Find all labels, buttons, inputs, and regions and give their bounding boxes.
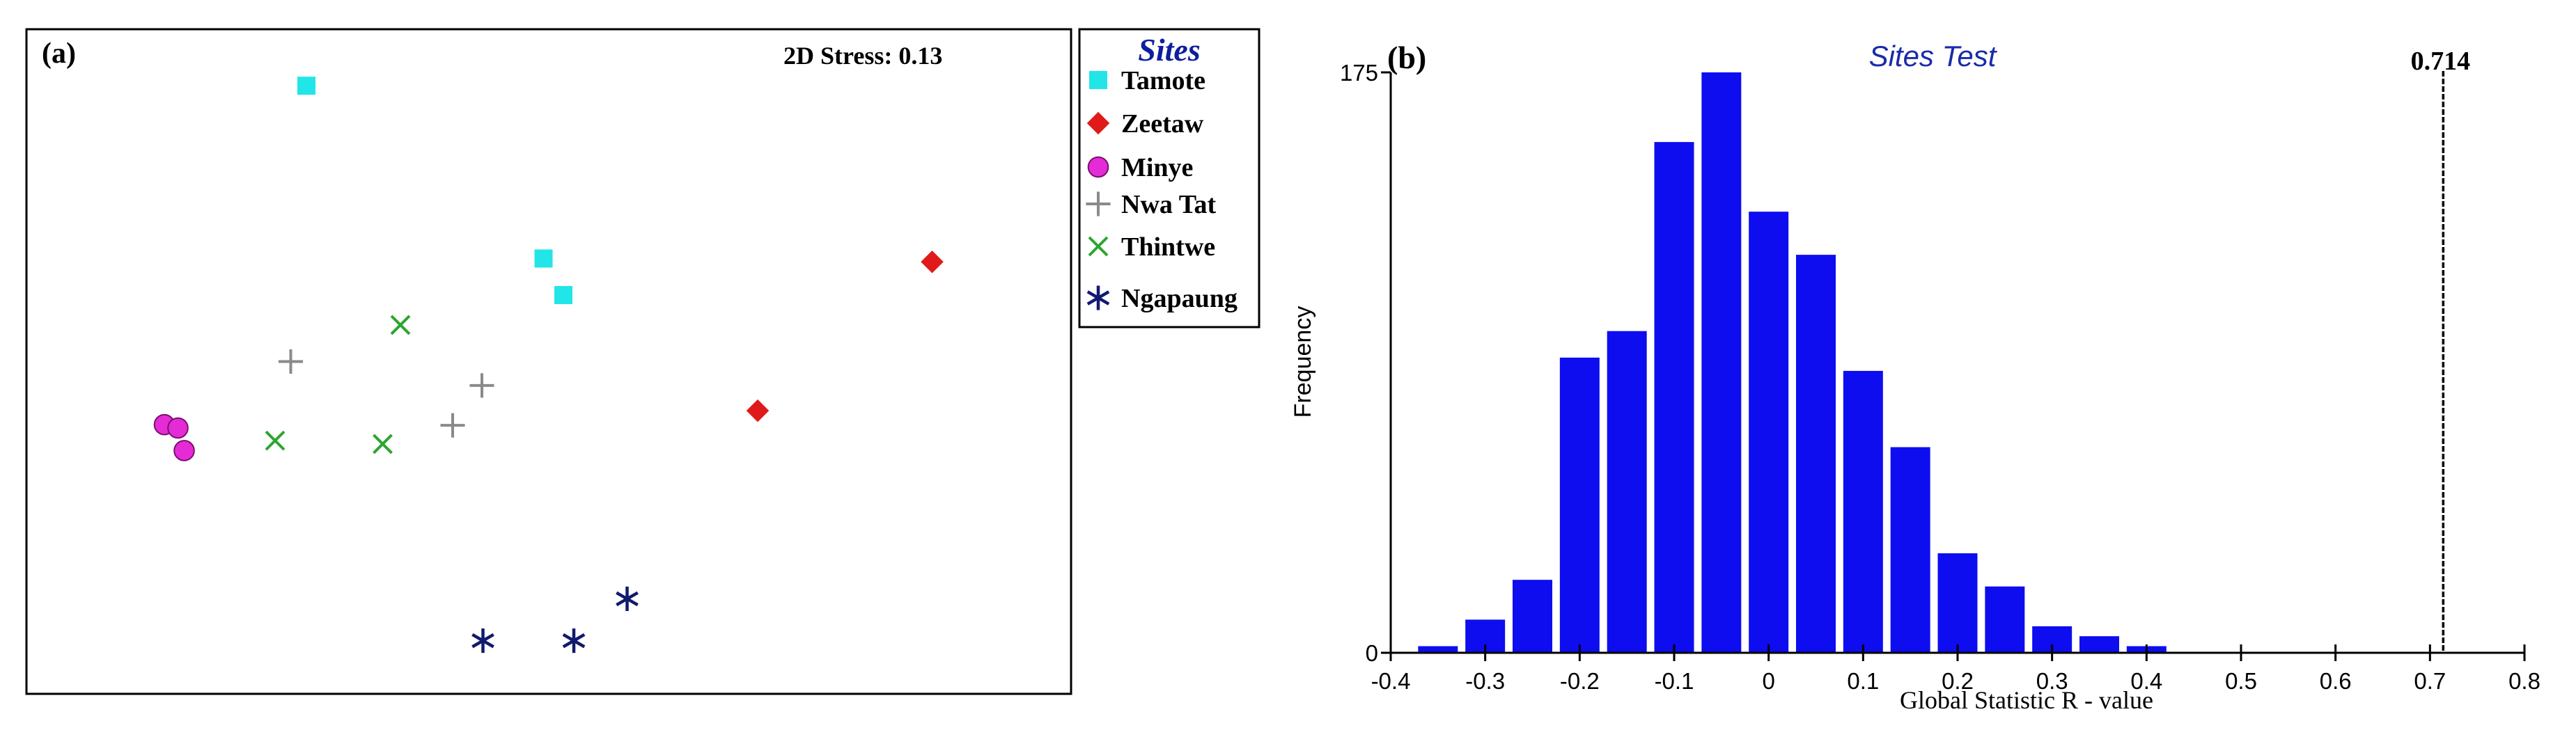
scatter-point-minye — [167, 417, 189, 439]
legend-marker-tamote — [1089, 71, 1107, 89]
x-tick-label: -0.3 — [1465, 668, 1505, 694]
observed-r-label: 0.714 — [2411, 47, 2471, 76]
scatter-point-tamote — [297, 77, 315, 95]
histogram-bar — [1749, 212, 1789, 653]
histogram-bar — [1513, 580, 1552, 653]
scatter-point-nwa-tat — [469, 373, 494, 398]
x-tick-label: -0.1 — [1655, 668, 1694, 694]
histogram-bar — [1607, 331, 1647, 653]
legend-title: Sites — [1138, 32, 1200, 68]
legend-label-ngapaung: Ngapaung — [1121, 284, 1238, 313]
legend-label-thintwe: Thintwe — [1121, 232, 1215, 262]
scatter-point-ngapaung — [562, 628, 586, 653]
histogram-title: Sites Test — [1869, 40, 1998, 72]
scatter-point-thintwe — [265, 430, 286, 451]
scatter-point-ngapaung — [471, 628, 494, 653]
scatter-point-minye — [173, 440, 195, 461]
panel-a-ordination: (a) 2D Stress: 0.13 Sites Tamote Zeetaw Mi… — [25, 28, 1260, 695]
legend-marker-minye — [1087, 156, 1109, 178]
scatter-point-zeetaw — [746, 399, 770, 422]
histogram-bar — [1559, 357, 1600, 653]
histogram-bar — [1985, 586, 2025, 653]
scatter-point-thintwe — [390, 315, 411, 335]
panel-b-histogram: (b) Sites Test Frequency Global Statisti… — [1290, 40, 2540, 714]
x-tick-label: 0.7 — [2414, 668, 2446, 694]
histogram-bar — [1843, 370, 1883, 653]
histogram-bar — [1890, 447, 1930, 653]
legend-entries: Tamote Zeetaw Minye Nwa Tat Thintwe Ngapaung — [1086, 66, 1238, 313]
legend-label-minye: Minye — [1121, 153, 1193, 182]
x-tick-label: 0.1 — [1847, 668, 1879, 694]
histogram-bar — [2079, 636, 2119, 653]
legend-marker-thintwe — [1088, 236, 1109, 257]
x-tick-label: 0.4 — [2130, 668, 2162, 694]
scatter-point-nwa-tat — [440, 413, 465, 438]
x-tick-label: -0.4 — [1371, 668, 1411, 694]
scatter-point-ngapaung — [616, 586, 639, 611]
x-tick-label: 0.8 — [2508, 668, 2540, 694]
legend-marker-zeetaw — [1086, 111, 1110, 135]
histogram-bar — [1654, 142, 1694, 653]
scatter-point-thintwe — [373, 434, 393, 454]
legend-label-zeetaw: Zeetaw — [1121, 109, 1204, 138]
histogram-bars — [1418, 72, 2167, 653]
x-tick-label: 0 — [1762, 668, 1774, 694]
histogram-bar — [1418, 646, 1458, 653]
legend-box — [1078, 28, 1260, 328]
legend-label-tamote: Tamote — [1121, 66, 1205, 95]
panel-a-label: (a) — [42, 38, 76, 70]
legend-label-nwa-tat: Nwa Tat — [1121, 190, 1217, 219]
histogram-axes: 0 175 -0.4 -0.3 -0.2 -0.1 0 0.1 0.2 0.3 0.4 0.5 0.6 0… — [1340, 47, 2540, 694]
y-axis-label: Frequency — [1290, 306, 1316, 418]
x-axis-label: Global Statistic R - value — [1900, 686, 2153, 714]
histogram-bar — [1701, 72, 1742, 653]
y-tick-label: 175 — [1340, 60, 1378, 86]
stress-annotation: 2D Stress: 0.13 — [783, 42, 942, 70]
histogram-bar — [1937, 553, 1978, 653]
histogram-bar — [1796, 255, 1836, 653]
scatter-point-zeetaw — [921, 251, 944, 274]
scatter-point-nwa-tat — [278, 349, 304, 374]
scatter-point-tamote — [534, 249, 553, 268]
legend-marker-ngapaung — [1086, 285, 1110, 310]
scatter-points — [153, 77, 944, 653]
x-tick-label: 0.2 — [1942, 668, 1974, 694]
x-tick-label: 0.5 — [2225, 668, 2257, 694]
y-tick-label: 0 — [1366, 640, 1378, 666]
legend-marker-nwa-tat — [1086, 191, 1111, 216]
panel-b-label: (b) — [1387, 40, 1426, 75]
x-tick-label: 0.3 — [2036, 668, 2068, 694]
scatter-point-tamote — [554, 286, 572, 304]
x-tick-label: -0.2 — [1560, 668, 1600, 694]
ordination-plot-frame — [25, 28, 1072, 695]
x-tick-label: 0.6 — [2320, 668, 2352, 694]
